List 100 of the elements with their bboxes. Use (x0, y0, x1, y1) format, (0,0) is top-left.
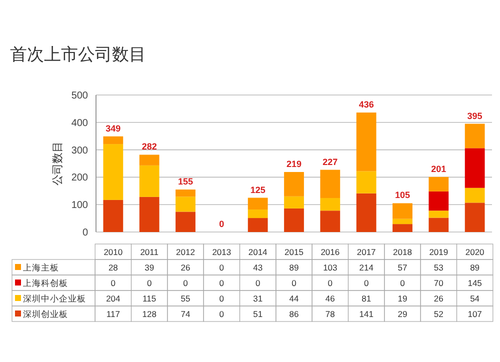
bar (392, 218, 412, 224)
data-label: 53 (434, 262, 444, 272)
data-label: 0 (183, 278, 188, 288)
bar (356, 112, 376, 172)
total-label: 436 (358, 100, 374, 110)
bar (320, 210, 340, 232)
bar (248, 210, 268, 218)
y-tick-label: 400 (71, 118, 88, 129)
data-label: 115 (142, 294, 156, 304)
data-label: 107 (468, 309, 482, 319)
x-tick-label: 2017 (356, 247, 376, 257)
x-tick-label: 2016 (320, 247, 340, 257)
bar (392, 203, 412, 219)
data-label: 86 (289, 309, 299, 319)
data-label: 0 (146, 278, 152, 288)
data-label: 141 (359, 309, 374, 319)
bar (428, 191, 449, 211)
data-label: 55 (180, 294, 190, 304)
data-label: 39 (144, 262, 154, 272)
total-label: 0 (219, 219, 224, 229)
bar (464, 124, 485, 148)
data-label: 26 (180, 262, 190, 272)
data-label: 0 (219, 278, 224, 288)
data-label: 26 (434, 294, 444, 304)
data-label: 0 (219, 294, 224, 304)
bar (392, 224, 412, 232)
total-label: 125 (250, 184, 266, 195)
bar (248, 218, 268, 232)
x-tick-label: 2020 (465, 247, 485, 257)
legend-label: 上海科创板 (23, 278, 68, 288)
total-label: 395 (467, 110, 482, 121)
bar (428, 210, 449, 218)
data-label: 28 (108, 262, 118, 272)
x-tick-label: 2011 (140, 247, 159, 257)
bar (176, 190, 196, 197)
bar (464, 188, 485, 203)
bar (139, 165, 160, 197)
total-label: 227 (322, 156, 338, 167)
bar (428, 218, 449, 232)
data-label: 52 (434, 309, 444, 319)
data-label: 0 (110, 278, 116, 288)
data-label: 78 (325, 309, 336, 319)
x-tick-label: 2015 (284, 247, 304, 257)
data-label: 44 (289, 294, 299, 304)
bar (320, 170, 340, 198)
bar (103, 200, 124, 232)
x-tick-label: 2013 (212, 247, 232, 257)
total-label: 201 (431, 164, 446, 174)
data-label: 117 (106, 309, 120, 319)
bar (284, 208, 304, 232)
data-label: 214 (359, 262, 374, 272)
bar (356, 193, 376, 232)
y-axis-title: 公司数目 (52, 142, 64, 186)
chart-title: 首次上市公司数目 (10, 45, 146, 64)
y-tick-label: 200 (71, 172, 88, 184)
bar (464, 202, 485, 232)
data-label: 0 (255, 278, 260, 288)
data-label: 89 (470, 262, 480, 272)
x-tick-label: 2010 (104, 247, 123, 257)
bar (176, 196, 196, 212)
data-label: 0 (219, 309, 224, 319)
data-label: 0 (292, 278, 297, 288)
data-label: 204 (106, 294, 121, 304)
data-label: 31 (253, 294, 263, 304)
total-label: 282 (142, 142, 157, 152)
data-label: 19 (398, 294, 408, 304)
bar (248, 198, 268, 210)
data-label: 0 (364, 278, 369, 288)
bar (464, 148, 485, 188)
data-label: 51 (253, 309, 263, 319)
data-label: 57 (398, 262, 408, 272)
legend-label: 深圳中小企业板 (23, 294, 86, 304)
bar (139, 154, 160, 166)
bar (284, 196, 304, 208)
data-label: 54 (470, 294, 480, 304)
x-tick-label: 2018 (393, 247, 412, 257)
y-tick-label: 100 (71, 200, 88, 212)
x-tick-label: 2014 (248, 247, 268, 257)
x-tick-label: 2012 (176, 247, 196, 257)
y-tick-label: 300 (71, 145, 88, 156)
bar (103, 136, 124, 144)
bar (284, 172, 304, 196)
data-label: 89 (289, 262, 299, 272)
data-label: 103 (323, 262, 338, 272)
data-label: 0 (328, 278, 333, 288)
total-label: 155 (178, 176, 194, 187)
data-label: 0 (400, 278, 406, 288)
bar (103, 144, 124, 200)
bar (356, 171, 376, 194)
data-label: 0 (219, 262, 224, 272)
data-label: 128 (142, 309, 157, 319)
total-label: 349 (106, 123, 121, 134)
bar (176, 212, 196, 232)
bar (428, 176, 449, 192)
legend-label: 深圳创业板 (23, 309, 68, 319)
bar (139, 196, 160, 232)
data-label: 81 (362, 294, 372, 304)
x-tick-label: 2019 (429, 247, 448, 257)
data-label: 74 (180, 309, 190, 319)
data-label: 43 (253, 262, 263, 272)
